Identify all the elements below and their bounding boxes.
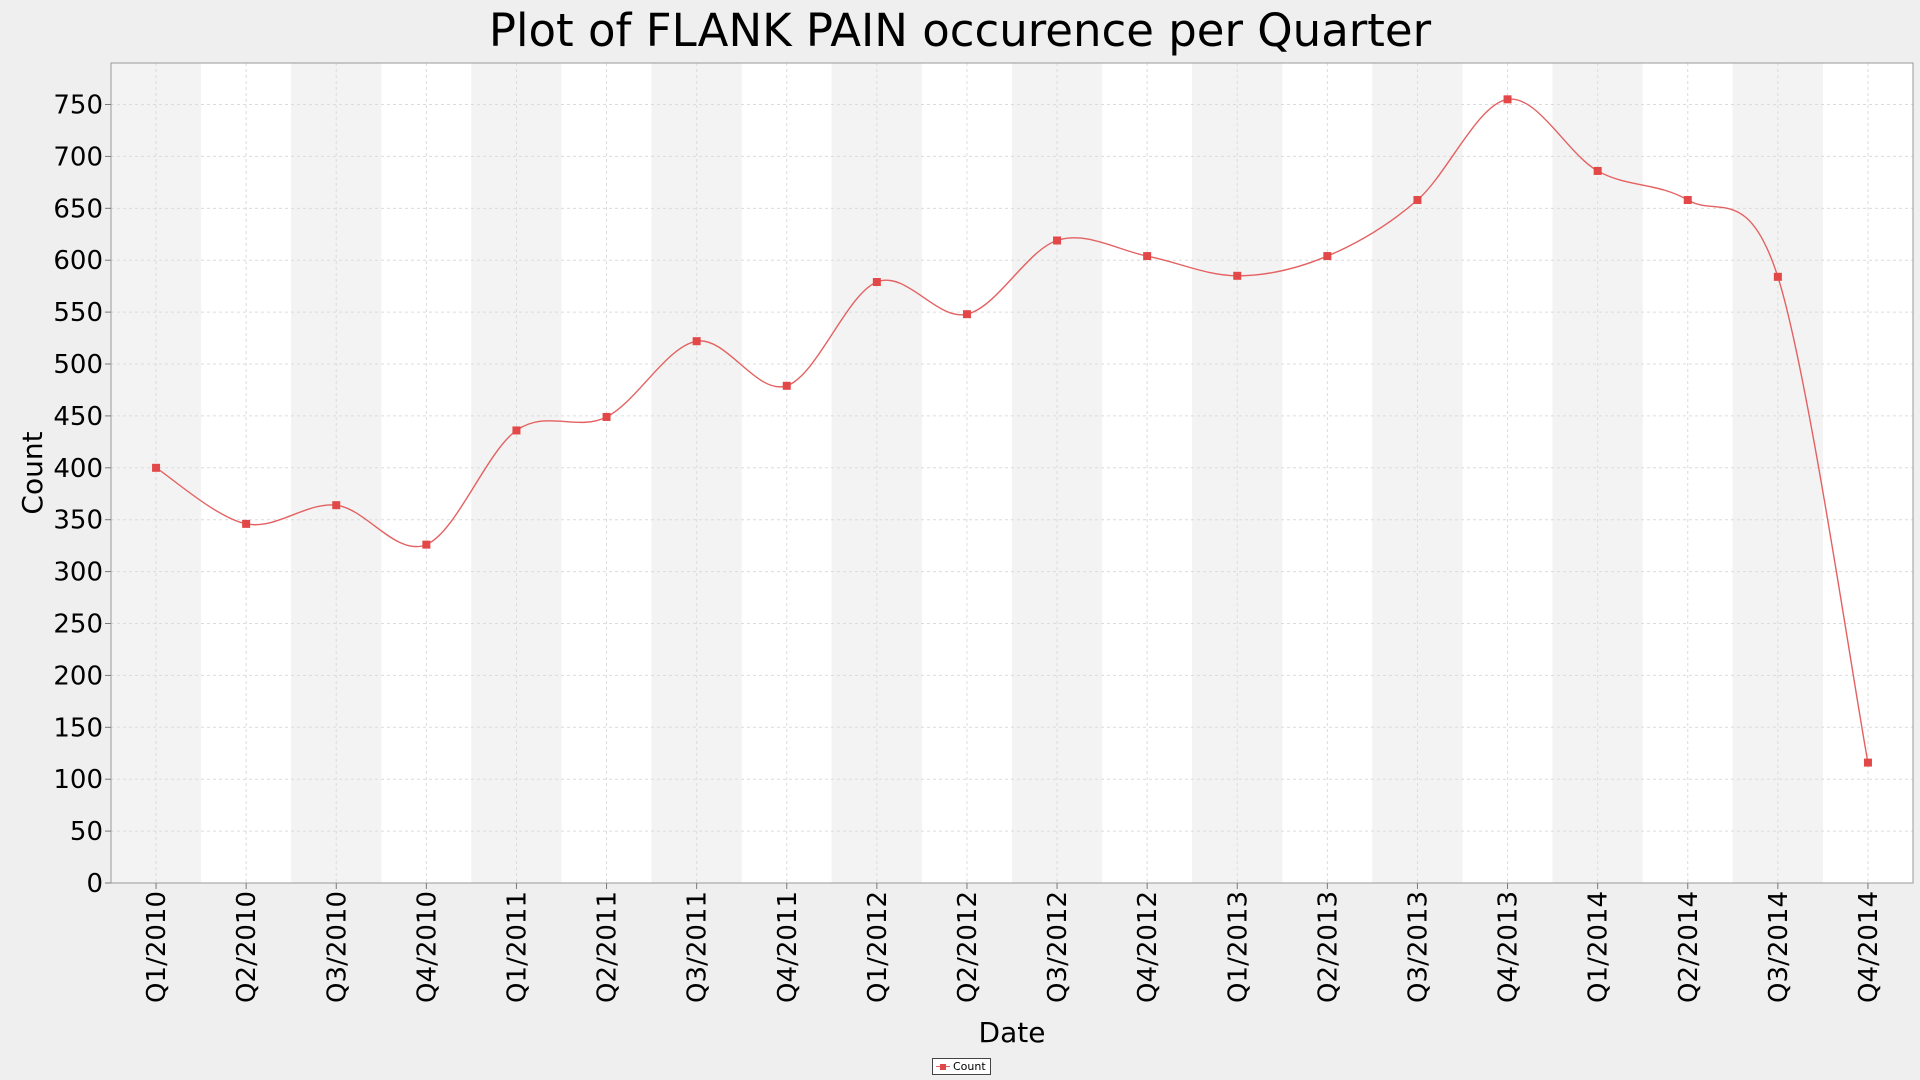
y-tick-label-400: 400 xyxy=(53,454,103,484)
x-tick-label-Q3/2013: Q3/2013 xyxy=(1403,891,1433,1003)
series-markers xyxy=(152,95,1872,767)
x-tick-label-Q2/2010: Q2/2010 xyxy=(232,891,262,1003)
y-tick-label-750: 750 xyxy=(53,91,103,121)
x-tick-label-Q1/2014: Q1/2014 xyxy=(1584,891,1614,1003)
x-tick-label-Q3/2012: Q3/2012 xyxy=(1043,891,1073,1003)
y-tick-label-0: 0 xyxy=(86,869,103,899)
data-point-Q1/2013 xyxy=(1233,271,1242,280)
x-tick-label-Q4/2013: Q4/2013 xyxy=(1494,891,1524,1003)
data-point-Q4/2013 xyxy=(1503,95,1512,104)
x-tick-label-Q1/2012: Q1/2012 xyxy=(863,891,893,1003)
data-point-Q1/2010 xyxy=(152,463,161,472)
x-tick-label-Q1/2010: Q1/2010 xyxy=(142,891,172,1003)
grid-lines xyxy=(111,63,1913,884)
legend-swatch-count xyxy=(936,1062,950,1072)
data-point-Q4/2012 xyxy=(1143,252,1152,261)
data-point-Q3/2014 xyxy=(1773,272,1782,281)
y-tick-label-250: 250 xyxy=(53,610,103,640)
x-axis-ticks: Q1/2010 Q2/2010 Q3/2010 Q4/2010 Q1/2011 Q2/20… xyxy=(142,883,1884,1003)
legend-label-count: Count xyxy=(953,1060,986,1073)
data-point-Q3/2011 xyxy=(692,337,701,346)
y-tick-label-700: 700 xyxy=(53,142,103,172)
y-tick-label-50: 50 xyxy=(70,817,103,847)
x-tick-label-Q1/2011: Q1/2011 xyxy=(502,891,532,1003)
x-tick-label-Q1/2013: Q1/2013 xyxy=(1223,891,1253,1003)
x-tick-label-Q4/2010: Q4/2010 xyxy=(412,891,442,1003)
data-point-Q3/2012 xyxy=(1053,236,1062,245)
data-point-Q2/2014 xyxy=(1683,196,1692,205)
x-tick-label-Q4/2014: Q4/2014 xyxy=(1854,891,1884,1003)
data-point-Q3/2010 xyxy=(332,501,341,510)
y-tick-label-350: 350 xyxy=(53,506,103,536)
data-point-Q1/2014 xyxy=(1593,166,1602,175)
x-tick-label-Q4/2011: Q4/2011 xyxy=(773,891,803,1003)
data-point-Q4/2011 xyxy=(782,381,791,390)
y-tick-label-550: 550 xyxy=(53,298,103,328)
y-tick-label-200: 200 xyxy=(53,661,103,691)
data-point-Q2/2013 xyxy=(1323,252,1332,261)
y-tick-label-450: 450 xyxy=(53,402,103,432)
x-tick-label-Q2/2011: Q2/2011 xyxy=(593,891,623,1003)
data-point-Q2/2010 xyxy=(242,519,251,528)
data-point-Q1/2011 xyxy=(512,426,521,435)
y-tick-label-300: 300 xyxy=(53,558,103,588)
series-line-count xyxy=(155,98,1869,763)
data-point-Q1/2012 xyxy=(872,278,881,287)
x-tick-label-Q3/2011: Q3/2011 xyxy=(683,891,713,1003)
x-tick-label-Q3/2014: Q3/2014 xyxy=(1764,891,1794,1003)
x-tick-label-Q4/2012: Q4/2012 xyxy=(1133,891,1163,1003)
y-tick-label-500: 500 xyxy=(53,350,103,380)
y-axis-title: Count xyxy=(16,431,49,514)
x-tick-label-Q3/2010: Q3/2010 xyxy=(322,891,352,1003)
background-bands xyxy=(111,63,1913,883)
y-tick-label-600: 600 xyxy=(53,246,103,276)
data-point-Q2/2011 xyxy=(602,412,611,421)
y-tick-label-150: 150 xyxy=(53,713,103,743)
data-point-Q3/2013 xyxy=(1413,196,1422,205)
x-tick-label-Q2/2014: Q2/2014 xyxy=(1674,891,1704,1003)
data-point-Q2/2012 xyxy=(962,310,971,319)
data-point-Q4/2014 xyxy=(1863,758,1872,767)
legend: Count xyxy=(932,1058,991,1075)
y-tick-label-650: 650 xyxy=(53,194,103,224)
data-point-Q4/2010 xyxy=(422,540,431,549)
x-tick-label-Q2/2013: Q2/2013 xyxy=(1313,891,1343,1003)
x-axis-title: Date xyxy=(979,1016,1046,1049)
y-tick-label-100: 100 xyxy=(53,765,103,795)
plot-frame xyxy=(110,62,1914,884)
chart-title: Plot of FLANK PAIN occurence per Quarter xyxy=(488,4,1432,57)
y-axis-ticks: 0 50 100 150 200 250 300 350 400 450 500 550 600 650 7… xyxy=(53,91,111,899)
x-tick-label-Q2/2012: Q2/2012 xyxy=(953,891,983,1003)
